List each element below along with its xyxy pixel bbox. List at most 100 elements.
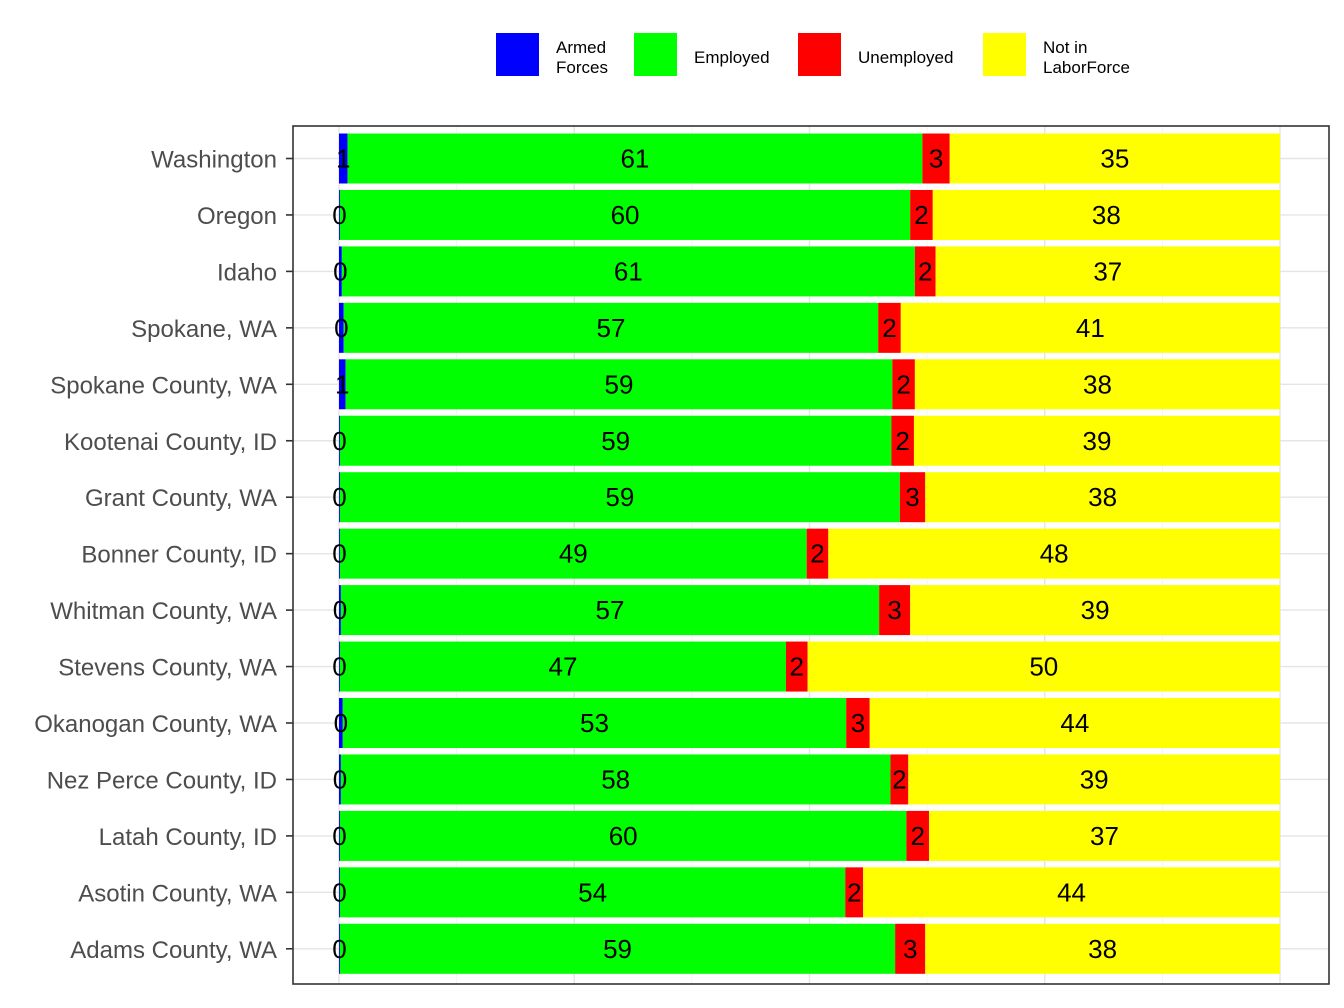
- bar-value-label: 2: [914, 200, 928, 230]
- bar-value-label: 2: [910, 821, 924, 851]
- bar-value-label: 60: [611, 200, 640, 230]
- bar-value-label: 1: [335, 369, 349, 399]
- bar-segment: [342, 698, 847, 748]
- y-axis-category-label: Latah County, ID: [99, 824, 277, 851]
- legend-label: LaborForce: [1043, 58, 1130, 77]
- bar-segment: [339, 415, 892, 466]
- bar-value-label: 60: [609, 821, 638, 851]
- y-axis: Washington Oregon Idaho Spokane, WA Spokane …: [34, 147, 293, 964]
- bar-segment: [339, 810, 907, 861]
- bar-segment: [895, 923, 926, 974]
- bar-value-label: 53: [580, 708, 609, 738]
- bar-value-label: 54: [578, 877, 607, 907]
- bar-value-label: 0: [332, 652, 346, 682]
- bar-value-label: 3: [887, 595, 901, 625]
- bar-segment: [339, 698, 343, 748]
- bar-segment: [906, 810, 930, 861]
- bar-value-label: 0: [332, 934, 346, 964]
- bar-value-label: 39: [1080, 764, 1109, 794]
- bar-segment: [828, 528, 1280, 579]
- bars: [339, 133, 1280, 974]
- bar-value-label: 57: [596, 313, 625, 343]
- bar-segment: [892, 359, 915, 410]
- bar-value-label: 61: [614, 256, 643, 286]
- y-axis-category-label: Stevens County, WA: [58, 655, 277, 682]
- bar-segment: [339, 867, 340, 918]
- bar-segment: [913, 415, 1280, 466]
- bar-segment: [914, 359, 1280, 410]
- bar-value-label: 0: [332, 539, 346, 569]
- bar-segment: [339, 189, 911, 240]
- legend-label: Forces: [556, 58, 608, 77]
- bar-value-label: 61: [620, 144, 649, 174]
- y-axis-category-label: Nez Perce County, ID: [47, 767, 277, 794]
- bar-value-label: 0: [332, 426, 346, 456]
- bar-value-label: 38: [1088, 934, 1117, 964]
- bar-segment: [879, 585, 911, 636]
- bar-segment: [806, 528, 829, 579]
- y-axis-category-label: Idaho: [217, 259, 277, 286]
- legend-key: [496, 33, 539, 76]
- bar-value-label: 0: [333, 595, 347, 625]
- bar-segment: [339, 923, 340, 974]
- bar-value-label: 2: [790, 652, 804, 682]
- bar-segment: [339, 810, 340, 861]
- legend-label: Not in: [1043, 38, 1087, 57]
- bar-value-label: 0: [333, 764, 347, 794]
- bar-segment: [339, 189, 340, 240]
- bar-value-label: 39: [1083, 426, 1112, 456]
- bar-value-label: 3: [903, 934, 917, 964]
- bar-value-label: 3: [929, 144, 943, 174]
- bar-segment: [339, 641, 340, 692]
- bar-segment: [845, 867, 864, 918]
- y-axis-category-label: Bonner County, ID: [81, 542, 277, 569]
- y-axis-category-label: Asotin County, WA: [78, 880, 277, 907]
- bar-value-label: 57: [596, 595, 625, 625]
- bar-value-label: 38: [1092, 200, 1121, 230]
- bar-segment: [914, 246, 936, 297]
- y-axis-category-label: Adams County, WA: [70, 937, 277, 964]
- bar-value-label: 2: [882, 313, 896, 343]
- bar-segment: [922, 133, 950, 184]
- plot-area: 1 61 3 350 60 2 380 61 2 370 57 2 411 59 2 380 59 2 390 59 3…: [292, 125, 1330, 985]
- bar-segment: [339, 359, 346, 410]
- bar-segment: [891, 415, 914, 466]
- bar-segment: [341, 246, 915, 297]
- bar-value-labels: 1 61 3 350 60 2 380 61 2 370 57 2 411 59 2 380 59 2 390 59 3…: [332, 144, 1129, 964]
- bar-segment: [869, 698, 1280, 748]
- bar-value-label: 58: [601, 764, 630, 794]
- bar-segment: [339, 528, 807, 579]
- bar-segment: [339, 246, 342, 297]
- bar-value-label: 2: [918, 256, 932, 286]
- bar-value-label: 0: [334, 313, 348, 343]
- legend-key: [983, 33, 1026, 76]
- bar-value-label: 35: [1100, 144, 1129, 174]
- bar-segment: [339, 754, 341, 805]
- bar-segment: [932, 189, 1280, 240]
- bar-value-label: 59: [603, 934, 632, 964]
- bar-value-label: 39: [1081, 595, 1110, 625]
- legend-key: [634, 33, 677, 76]
- bar-segment: [846, 698, 870, 748]
- bar-segment: [339, 472, 340, 523]
- bar-value-label: 59: [601, 426, 630, 456]
- bar-segment: [863, 867, 1280, 918]
- bar-segment: [339, 133, 348, 184]
- bar-value-label: 38: [1088, 482, 1117, 512]
- bar-segment: [925, 472, 1280, 523]
- bar-segment: [343, 302, 879, 353]
- bar-segment: [910, 189, 933, 240]
- bar-value-label: 2: [892, 764, 906, 794]
- y-axis-category-label: Whitman County, WA: [50, 598, 277, 625]
- bar-value-label: 37: [1093, 256, 1122, 286]
- bar-value-label: 38: [1083, 369, 1112, 399]
- y-axis-category-label: Spokane, WA: [131, 316, 277, 343]
- bar-value-label: 59: [605, 482, 634, 512]
- legend-label: Armed: [556, 38, 606, 57]
- bar-segment: [935, 246, 1280, 297]
- bar-value-label: 0: [332, 821, 346, 851]
- bar-value-label: 48: [1040, 539, 1069, 569]
- bar-value-label: 50: [1029, 652, 1058, 682]
- bar-value-label: 0: [333, 256, 347, 286]
- y-axis-category-label: Spokane County, WA: [50, 372, 277, 399]
